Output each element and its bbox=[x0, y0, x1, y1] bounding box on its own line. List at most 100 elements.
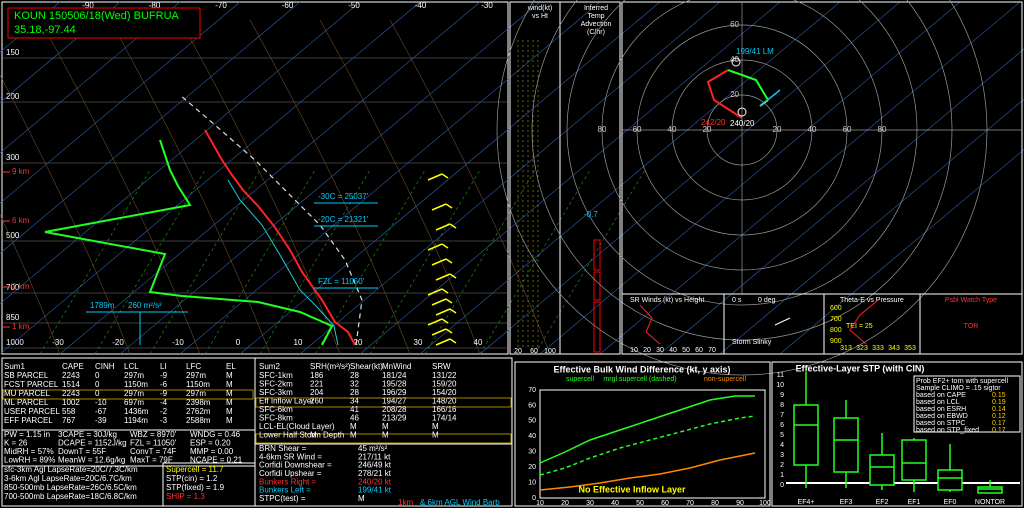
temp-label: -10 bbox=[172, 338, 184, 347]
wind-barb bbox=[435, 273, 451, 281]
table-cell: M bbox=[226, 416, 233, 425]
table-cell: 34 bbox=[350, 397, 359, 406]
axis-label: 900 bbox=[830, 338, 842, 345]
table-cell: 297m bbox=[124, 371, 144, 380]
table-cell: -2 bbox=[160, 407, 168, 416]
wind-barb bbox=[449, 223, 457, 229]
index-value: NCAPE = 0.21 bbox=[190, 456, 243, 465]
table-cell: 194/27 bbox=[382, 397, 407, 406]
table-header: Sum1 bbox=[4, 362, 25, 371]
wind-barb bbox=[445, 328, 453, 334]
table-cell: 213/29 bbox=[382, 414, 407, 423]
table-cell: 204 bbox=[310, 388, 324, 397]
tei-value: TEI = 25 bbox=[846, 323, 873, 330]
wind-barb bbox=[445, 298, 453, 304]
table-cell: EFF PARCEL bbox=[4, 416, 53, 425]
box bbox=[869, 454, 895, 486]
prob-label: based on CAPE bbox=[916, 392, 966, 399]
table-cell: 174/14 bbox=[432, 414, 457, 423]
panel-title: Theta-E vs Pressure bbox=[840, 297, 904, 304]
table-cell: -6 bbox=[160, 380, 168, 389]
storm-motion: 240/20 bbox=[730, 119, 755, 128]
y-tick-label: 7 bbox=[780, 412, 784, 419]
index-value: MaxT = 79F bbox=[130, 456, 173, 465]
index-value: FZL = 11050' bbox=[130, 439, 177, 448]
height-label: 3 km bbox=[12, 282, 30, 291]
ring-label: 20 bbox=[773, 125, 782, 134]
axis-label: 60 bbox=[695, 347, 703, 354]
dry-adiabat bbox=[179, 19, 341, 355]
watch-value: TOR bbox=[964, 323, 979, 330]
table-cell: 2762m bbox=[186, 407, 211, 416]
level-annotation: -20C = 21321' bbox=[318, 215, 369, 224]
wind-barb bbox=[449, 338, 457, 344]
barb-legend: & 6km AGL Wind Barb bbox=[420, 498, 500, 507]
prob-value: 0.15 bbox=[992, 392, 1006, 399]
climo-curve bbox=[539, 452, 756, 491]
index-value: DCAPE = 1152J/kg bbox=[58, 439, 127, 448]
x-tick-label: EF1 bbox=[908, 499, 921, 506]
table-cell: -9 bbox=[160, 389, 168, 398]
slinky-label: 0 s bbox=[732, 297, 742, 304]
kinematic-value: STPC(test) = bbox=[259, 494, 306, 503]
prob-title: Prob EF2+ torn with supercell bbox=[916, 378, 1008, 385]
wetbulb-trace bbox=[227, 179, 339, 346]
table-cell: 186 bbox=[310, 371, 324, 380]
axis-label: 60 bbox=[530, 348, 538, 355]
pressure-label: 500 bbox=[6, 231, 20, 240]
x-tick-label: 100 bbox=[759, 500, 771, 507]
table-header: CINH bbox=[95, 362, 115, 371]
panel-border bbox=[621, 1, 1023, 295]
dry-adiabat bbox=[319, 19, 481, 355]
x-tick-label: 50 bbox=[636, 500, 644, 507]
kinematic-value: 199/41 kt bbox=[358, 486, 392, 495]
prob-label: based on LCL bbox=[916, 399, 960, 406]
panel-border bbox=[919, 293, 1023, 355]
table-cell: 46 bbox=[350, 414, 359, 423]
lapse-rate: 700-500mb LapseRate=18C/6.8C/km bbox=[4, 492, 137, 501]
table-cell: MU PARCEL bbox=[4, 389, 51, 398]
sr-trace bbox=[639, 304, 661, 345]
mixing-ratio bbox=[479, 169, 591, 355]
table-cell: M bbox=[226, 389, 233, 398]
table-cell: 1150m bbox=[186, 380, 210, 389]
table-header: SRW bbox=[432, 362, 451, 371]
table-cell: 28 bbox=[350, 371, 359, 380]
isotherm bbox=[0, 1, 121, 103]
wind-barb bbox=[445, 203, 453, 209]
axis-label: 20 bbox=[514, 348, 522, 355]
station-header: KOUN 150506/18(Wed) BUFRUA bbox=[14, 10, 180, 22]
plot-area bbox=[539, 389, 766, 499]
table-cell: 0 bbox=[95, 389, 100, 398]
kinematic-value: 217/11 kt bbox=[358, 452, 391, 461]
kinematic-value: Bunkers Right = bbox=[259, 477, 316, 486]
isotherm bbox=[779, 149, 1024, 355]
y-tick-label: 5 bbox=[780, 432, 784, 439]
isotherm bbox=[659, 48, 1024, 355]
table-header: LCL bbox=[124, 362, 139, 371]
legend-entry: mrgl supercell (dashed) bbox=[603, 376, 676, 383]
y-tick-label: 20 bbox=[528, 464, 536, 471]
legend-entry: supercell bbox=[566, 376, 594, 383]
index-value: MMP = 0.00 bbox=[190, 447, 234, 456]
storm-motion: 199/41 LM bbox=[736, 47, 774, 56]
level-annotation: 1789m bbox=[90, 301, 115, 310]
isotherm bbox=[0, 1, 181, 154]
dewpoint-trace bbox=[44, 139, 334, 346]
storm-motion: 242/20 bbox=[701, 118, 726, 127]
wind-barb bbox=[435, 223, 451, 231]
index-value: MeanW = 12.6g/kg bbox=[58, 456, 125, 465]
slinky-trace bbox=[774, 317, 791, 326]
column-title: wind(kt) bbox=[527, 5, 553, 12]
isotherm bbox=[0, 1, 421, 355]
chart-note: No Effective Inflow Layer bbox=[578, 484, 686, 494]
prob-label: based on ESRH bbox=[916, 406, 966, 413]
parcel-trace bbox=[179, 94, 363, 346]
table-cell: SFC-3km bbox=[259, 388, 293, 397]
box bbox=[833, 417, 859, 473]
index-value: ConvT = 74F bbox=[130, 447, 176, 456]
temp-label: -60 bbox=[282, 1, 294, 10]
table-cell: 558 bbox=[62, 407, 76, 416]
ring-label: 80 bbox=[598, 125, 607, 134]
station-location: 35.18,-97.44 bbox=[14, 24, 76, 36]
